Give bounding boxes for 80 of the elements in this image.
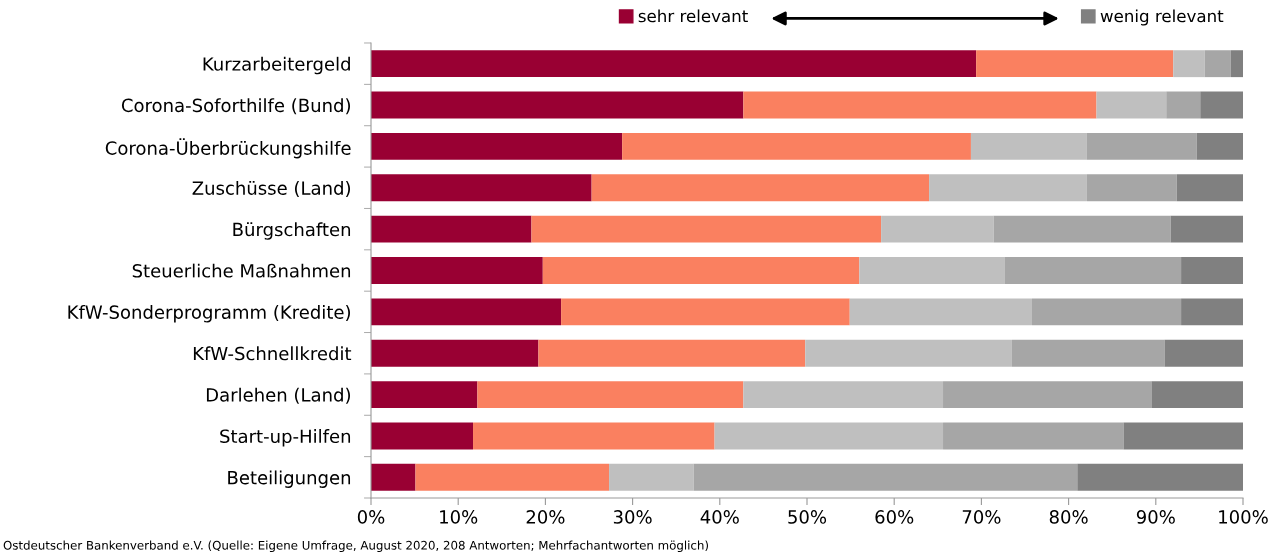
legend-label: wenig relevant <box>1100 9 1224 26</box>
legend-label: sehr relevant <box>638 9 748 23</box>
bar <box>531 215 882 243</box>
x-tick-label: 70% <box>962 510 1001 524</box>
bar <box>371 257 543 284</box>
bar <box>1096 91 1167 119</box>
y-tick-label: Zuschüsse (Land) <box>192 180 351 198</box>
bar <box>859 257 1005 284</box>
bar <box>371 91 744 119</box>
bar <box>1151 381 1243 409</box>
bar <box>415 463 610 491</box>
text: Ostdeutscher Bankenverband e.V. (Quelle: Eigene Umfrage, August 2020, 208 Antworten; Mehrfachantworten möglich) <box>3 540 708 552</box>
bar <box>1086 132 1197 160</box>
bar <box>622 132 971 160</box>
bar <box>473 422 715 450</box>
bar <box>609 463 694 491</box>
bar <box>371 381 478 409</box>
y-tick-label: Steuerliche Maßnahmen <box>132 263 351 278</box>
bar <box>929 174 1087 202</box>
bar <box>371 174 592 202</box>
y-tick-label: Kurzarbeitergeld <box>203 56 350 75</box>
bar <box>371 339 539 367</box>
bar <box>1086 174 1177 202</box>
bar <box>1200 91 1243 119</box>
bar <box>1077 463 1243 491</box>
bar <box>743 91 1097 119</box>
bar <box>371 132 623 160</box>
bar <box>970 132 1087 160</box>
bar <box>371 50 977 78</box>
bar <box>561 298 850 326</box>
bar <box>1011 339 1165 367</box>
bar <box>693 463 1078 491</box>
bar <box>1173 50 1205 78</box>
y-tick-label: Corona-Soforthilfe (Bund) <box>121 98 350 115</box>
bar <box>1164 339 1243 367</box>
y-tick-label: Corona-Überbrückungshilfe <box>105 138 351 159</box>
x-tick-label: 80% <box>1049 510 1088 524</box>
bar <box>371 298 562 326</box>
bar <box>371 422 474 450</box>
bar <box>993 215 1171 243</box>
bar <box>542 257 860 284</box>
bar <box>943 422 1124 450</box>
y-tick-label: Bürgschaften <box>233 222 351 240</box>
y-tick-label: KfW-Schnellkredit <box>193 346 352 361</box>
x-tick-label: 90% <box>1136 510 1175 524</box>
bar <box>1170 215 1243 243</box>
bar <box>1204 50 1231 78</box>
bar <box>976 50 1174 78</box>
x-tick-label: 20% <box>526 510 565 524</box>
bar <box>371 463 416 491</box>
x-tick-label: 60% <box>875 510 914 524</box>
x-tick-label: 0% <box>357 510 385 524</box>
bar <box>881 215 994 243</box>
bar <box>1196 132 1243 160</box>
x-tick-label: 50% <box>788 510 827 524</box>
bar <box>1031 298 1182 326</box>
x-tick-label: 100% <box>1219 510 1268 524</box>
bar <box>805 339 1012 367</box>
y-tick-label: KfW-Sonderprogramm (Kredite) <box>68 305 350 323</box>
y-tick-label: Darlehen (Land) <box>206 387 350 404</box>
bar <box>743 381 944 409</box>
bar <box>1176 174 1243 202</box>
bar <box>943 381 1152 409</box>
bar <box>1181 257 1243 284</box>
bar <box>1230 50 1243 78</box>
bar <box>1004 257 1182 284</box>
x-tick-label: 40% <box>700 510 739 524</box>
bar <box>1123 422 1243 450</box>
bar <box>538 339 806 367</box>
x-tick-label: 30% <box>613 510 652 524</box>
bar <box>1181 298 1243 326</box>
y-tick-label: Beteiligungen <box>228 470 351 488</box>
bar <box>477 381 744 409</box>
bar <box>849 298 1032 326</box>
bar <box>1166 91 1201 119</box>
y-tick-label: Start-up-Hilfen <box>220 429 351 447</box>
bar <box>714 422 944 450</box>
x-tick-label: 10% <box>440 510 478 524</box>
bar <box>371 215 532 243</box>
bar <box>591 174 930 202</box>
